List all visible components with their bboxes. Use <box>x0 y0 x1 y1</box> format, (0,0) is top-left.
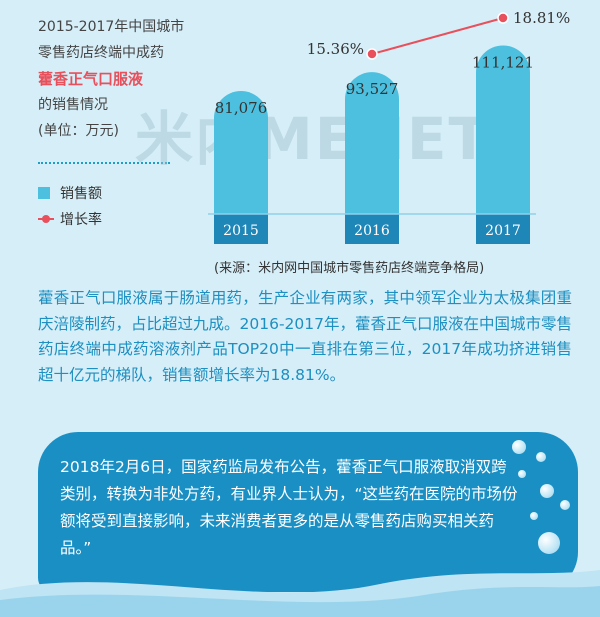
growth-point <box>366 48 378 60</box>
title-divider <box>38 162 170 164</box>
quote-box <box>38 432 578 592</box>
bubble-decoration <box>512 440 526 454</box>
growth-value-label: 15.36% <box>307 40 364 58</box>
bar-2017 <box>476 45 530 214</box>
growth-point <box>497 12 509 24</box>
quote-text: 2018年2月6日，国家药监局发布公告，藿香正气口服液取消双跨类别，转换为非处方… <box>60 458 518 557</box>
wave-front <box>0 586 600 617</box>
legend-item-growth: 增长率 <box>38 206 102 232</box>
sales-chart: 2015 81,076 2016 93,527 2017 111,121 15.36% 18.… <box>208 9 570 244</box>
title-product-name: 藿香正气口服液 <box>38 70 144 88</box>
x-tick-label: 2016 <box>354 223 390 239</box>
growth-value-label: 18.81% <box>513 9 570 27</box>
watermark-logo: 米内MENET <box>135 105 491 173</box>
legend-item-sales: 销售额 <box>38 180 102 206</box>
bubble-decoration <box>536 452 546 462</box>
legend-growth-label: 增长率 <box>60 212 102 228</box>
wave-decoration <box>0 570 600 617</box>
x-tick-label: 2017 <box>485 223 521 239</box>
bar-value-label: 93,527 <box>346 80 399 98</box>
x-tick-label: 2015 <box>223 223 259 239</box>
title-line-4: 的销售情况 <box>38 97 108 113</box>
bubble-decoration <box>530 512 538 520</box>
title-line-1: 2015-2017年中国城市 <box>38 19 185 35</box>
bar-2016 <box>345 72 399 214</box>
body-paragraph: 藿香正气口服液属于肠道用药，生产企业有两家，其中领军企业为太极集团重庆涪陵制药，… <box>38 289 572 384</box>
bar-value-label: 81,076 <box>215 99 268 117</box>
title-line-2: 零售药店终端中成药 <box>38 45 164 61</box>
legend-growth-marker <box>38 213 54 225</box>
bar-base-2016 <box>345 214 399 244</box>
chart-source: (来源：米内网中国城市零售药店终端竞争格局) <box>214 261 485 276</box>
bar-2015 <box>214 91 268 214</box>
legend-sales-swatch <box>38 187 50 199</box>
bubble-decoration <box>560 500 570 510</box>
growth-line <box>371 17 504 55</box>
bubble-decoration <box>518 470 526 478</box>
bar-base-2015 <box>214 214 268 244</box>
legend-sales-label: 销售额 <box>60 186 102 202</box>
bar-value-label: 111,121 <box>472 53 534 71</box>
title-unit: (单位：万元) <box>38 123 119 139</box>
bubble-decoration <box>540 484 554 498</box>
chart-legend: 销售额 增长率 <box>38 180 102 232</box>
chart-title: 2015-2017年中国城市 零售药店终端中成药 藿香正气口服液 的销售情况 (… <box>38 14 218 144</box>
bubble-decoration <box>538 532 560 554</box>
bar-base-2017 <box>476 214 530 244</box>
